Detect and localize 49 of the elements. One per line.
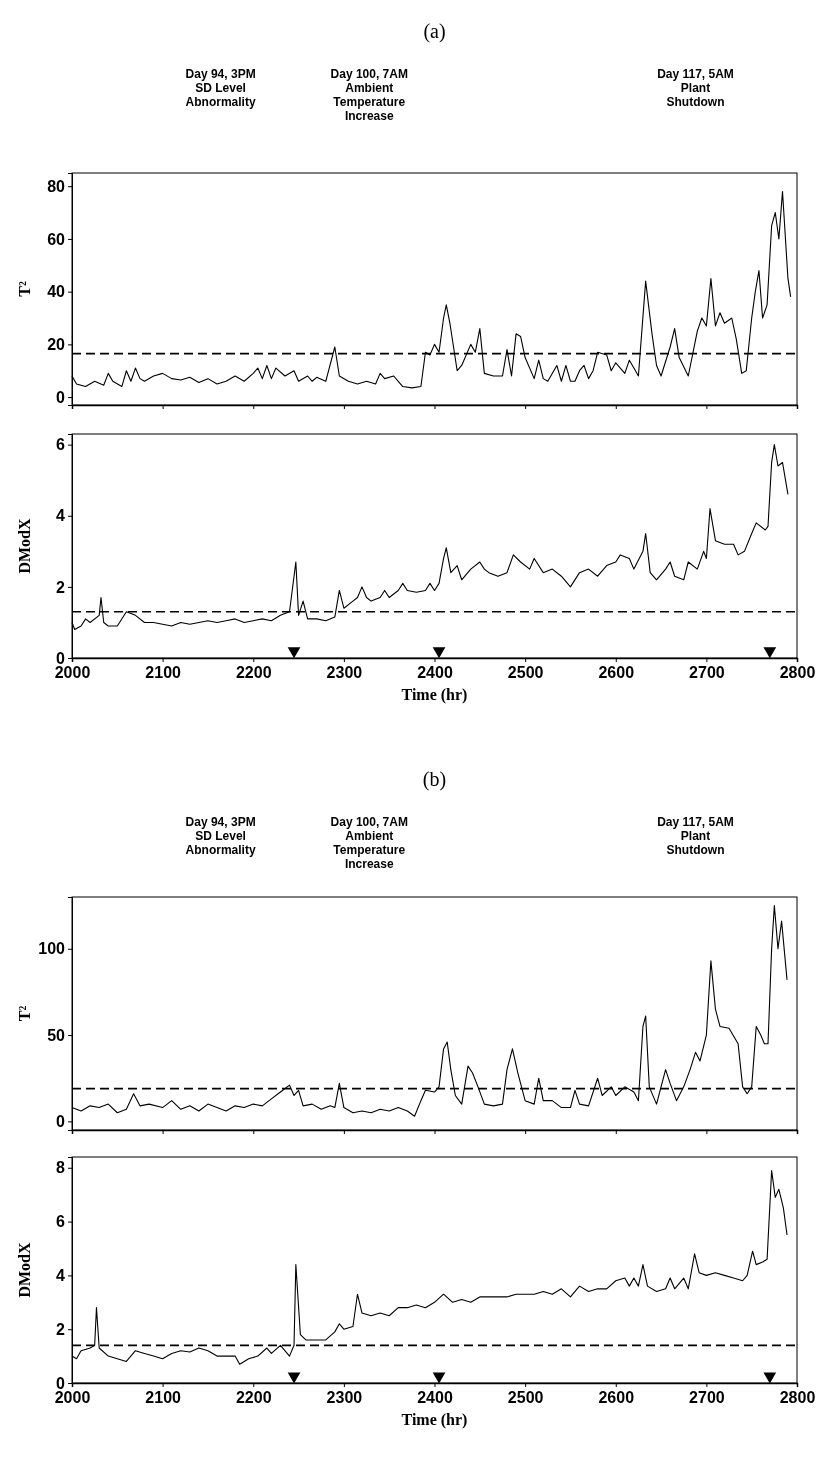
text: Day 100, 7AM Ambient Temperature Increase bbox=[330, 67, 408, 123]
y-tick-label: 2 bbox=[56, 578, 66, 596]
x-tick-label: 2200 bbox=[235, 1389, 272, 1407]
y-tick-label: 4 bbox=[56, 1267, 66, 1284]
y-tick-label: 40 bbox=[47, 283, 66, 301]
y-axis-title: DModX bbox=[16, 518, 33, 574]
x-tick-label: 2000 bbox=[54, 1389, 91, 1407]
x-tick-label: 2200 bbox=[235, 664, 272, 682]
text: Day 117, 5AM Plant Shutdown bbox=[657, 815, 734, 857]
y-tick-label: 8 bbox=[56, 1159, 66, 1177]
x-tick-label: 2600 bbox=[598, 1389, 635, 1407]
text: Day 100, 7AM Ambient Temperature Increase bbox=[330, 815, 408, 871]
y-tick-label: 2 bbox=[56, 1320, 66, 1338]
y-tick-label: 0 bbox=[56, 1374, 66, 1392]
x-tick-label: 2700 bbox=[689, 664, 725, 682]
y-tick-label: 6 bbox=[56, 1213, 66, 1231]
y-tick-label: 80 bbox=[47, 177, 66, 195]
y-tick-label: 50 bbox=[47, 1026, 66, 1044]
x-tick-label: 2400 bbox=[417, 664, 453, 682]
x-tick-label: 2500 bbox=[507, 1389, 544, 1407]
x-tick-label: 2100 bbox=[145, 664, 182, 682]
y-tick-label: 6 bbox=[56, 436, 66, 454]
y-tick-label: 0 bbox=[56, 1112, 66, 1130]
x-tick-label: 2000 bbox=[54, 664, 91, 682]
x-tick-label: 2100 bbox=[145, 1389, 182, 1407]
x-axis-title: Time (hr) bbox=[401, 1411, 468, 1429]
y-tick-label: 0 bbox=[56, 649, 66, 667]
x-tick-label: 2300 bbox=[326, 664, 363, 682]
x-axis-title: Time (hr) bbox=[401, 686, 468, 704]
y-tick-label: 0 bbox=[56, 388, 66, 406]
x-tick-label: 2300 bbox=[326, 1389, 363, 1407]
chart-title: (b) bbox=[422, 768, 447, 791]
y-axis-title: T² bbox=[16, 1005, 33, 1022]
x-tick-label: 2600 bbox=[598, 664, 635, 682]
x-tick-label: 2700 bbox=[689, 1389, 725, 1407]
y-tick-label: 20 bbox=[47, 335, 66, 353]
y-tick-label: 100 bbox=[38, 940, 66, 958]
y-axis-title: T² bbox=[16, 281, 33, 297]
chart-title: (a) bbox=[423, 20, 446, 43]
x-tick-label: 2400 bbox=[417, 1389, 453, 1407]
text: Day 94, 3PM SD Level Abnormality bbox=[185, 815, 256, 857]
y-axis-title: DModX bbox=[16, 1242, 33, 1298]
y-tick-label: 4 bbox=[56, 507, 66, 525]
text: Day 117, 5AM Plant Shutdown bbox=[657, 67, 734, 109]
y-tick-label: 60 bbox=[47, 230, 66, 248]
x-tick-label: 2800 bbox=[779, 1389, 816, 1407]
text: Day 94, 3PM SD Level Abnormality bbox=[185, 67, 256, 109]
x-tick-label: 2800 bbox=[779, 664, 816, 682]
x-tick-label: 2500 bbox=[507, 664, 544, 682]
